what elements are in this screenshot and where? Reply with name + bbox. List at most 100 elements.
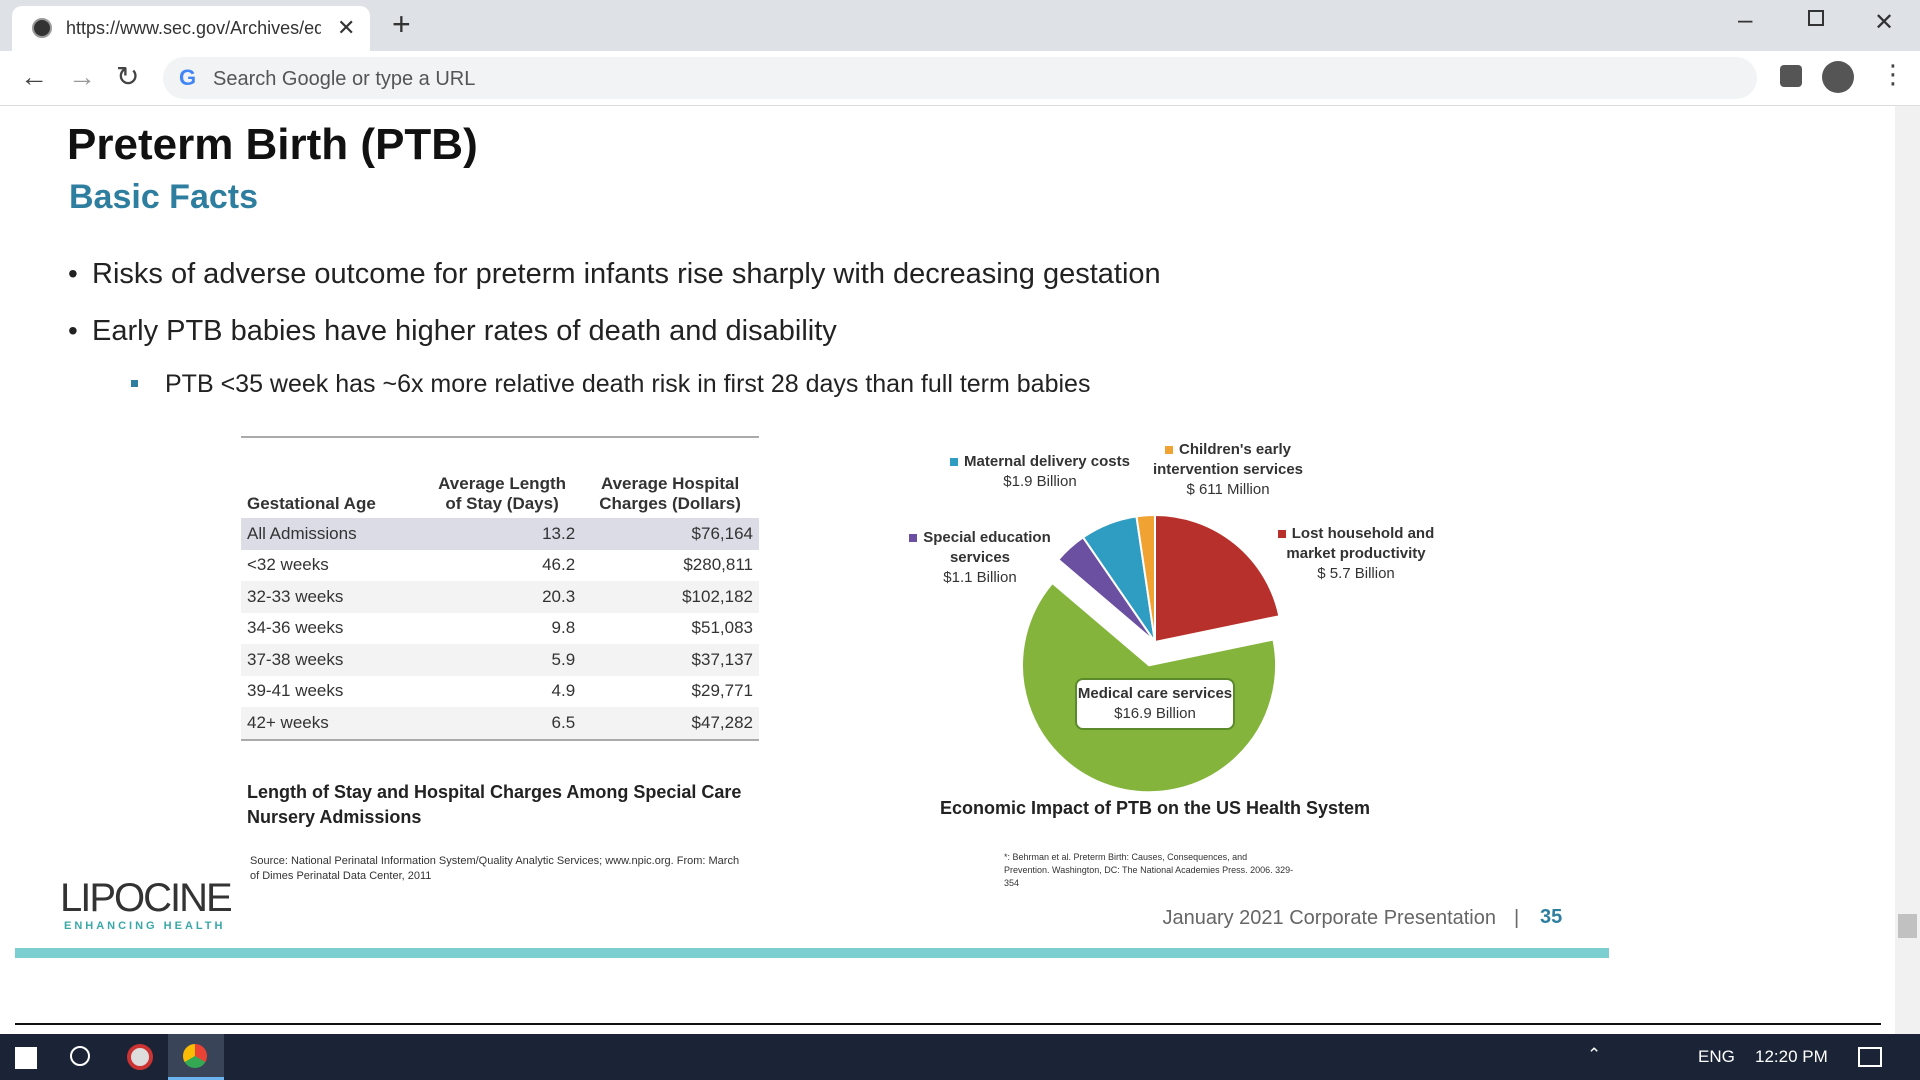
pie-slice — [1081, 515, 1156, 643]
address-bar[interactable]: G Search Google or type a URL — [163, 57, 1757, 99]
sub-bullet: PTB <35 week has ~6x more relative death… — [165, 370, 1091, 398]
forward-button[interactable]: → — [68, 61, 96, 92]
sub-bullet-marker — [131, 380, 138, 387]
clock[interactable]: 12:20 PM — [1755, 1047, 1828, 1066]
table-cell: 9.8 — [551, 618, 576, 638]
favicon — [32, 18, 52, 38]
page-bottom-line — [15, 1023, 1881, 1025]
table-row: 32-33 weeks 20.3 $102,182 — [241, 581, 759, 613]
pie-category: Lost household and market productivity — [1286, 525, 1435, 562]
pie-category: Special education services — [923, 529, 1051, 566]
search-button[interactable] — [70, 1046, 90, 1066]
page-number: 35 — [1540, 906, 1563, 928]
table-row: All Admissions 13.2 $76,164 — [241, 518, 759, 550]
footer-text: January 2021 Corporate Presentation — [1162, 907, 1496, 929]
extensions-button[interactable] — [1780, 65, 1802, 87]
table-cell: 6.5 — [551, 712, 576, 732]
table-source: Source: National Perinatal Information S… — [250, 855, 740, 882]
tab-close[interactable]: ✕ — [337, 15, 356, 40]
menu-button[interactable]: ⋮ — [1880, 59, 1906, 89]
table-cell: $102,182 — [682, 586, 753, 606]
notifications-button[interactable] — [1858, 1047, 1882, 1067]
pie-category: Maternal delivery costs — [964, 453, 1130, 470]
scrollbar[interactable] — [1895, 106, 1920, 1034]
app-icon[interactable] — [127, 1044, 153, 1070]
table-row: 39-41 weeks 4.9 $29,771 — [241, 675, 759, 707]
address-placeholder: Search Google or type a URL — [213, 68, 476, 90]
pie-category: Children's early intervention services — [1152, 441, 1304, 478]
chrome-icon — [183, 1044, 207, 1068]
pie-label: Medical care services $16.9 Billion — [1075, 678, 1235, 730]
table-cell: 13.2 — [542, 523, 576, 543]
logo: LIPOCINE — [60, 876, 233, 920]
pie-value-label: $1.1 Billion — [943, 569, 1017, 586]
toolbar: ← → ↻ G Search Google or type a URL ⋮ — [0, 51, 1920, 106]
pie-title: Economic Impact of PTB on the US Health … — [939, 798, 1371, 818]
pie-value-label: $ 611 Million — [1186, 481, 1270, 498]
table-cell: 37-38 weeks — [247, 649, 344, 669]
table-header: Average Hospital Charges (Dollars) — [599, 474, 741, 513]
pie-slice — [1135, 513, 1156, 643]
table-cell: 5.9 — [551, 649, 576, 669]
slide-title: Preterm Birth (PTB) — [67, 120, 478, 169]
table-header: Average Length of Stay (Days) — [438, 474, 566, 513]
pie-slice — [1056, 535, 1156, 643]
legend-swatch — [950, 458, 959, 466]
chrome-app-active[interactable] — [168, 1034, 224, 1080]
new-tab-button[interactable]: + — [392, 6, 411, 42]
footer-bar — [15, 948, 1609, 958]
bullet: Risks of adverse outcome for preterm inf… — [92, 258, 1161, 290]
table-cell: $47,282 — [691, 712, 753, 732]
language[interactable]: ENG — [1698, 1047, 1735, 1066]
table-body: All Admissions 13.2 $76,164 <32 weeks 46.2 $2… — [241, 518, 759, 739]
pie-label: Lost household and market productivity $ … — [1266, 524, 1446, 584]
table-header: Gestational Age — [247, 494, 376, 513]
table-header-row: Gestational Age Average Length of Stay (D… — [241, 438, 759, 518]
google-icon: G — [179, 65, 197, 90]
bullet: Early PTB babies have higher rates of de… — [92, 315, 837, 347]
table-cell: $29,771 — [691, 681, 753, 701]
table-cell: 4.9 — [551, 681, 576, 701]
table-cell: 39-41 weeks — [247, 681, 344, 701]
taskbar: ⌃ ENG 12:20 PM — [0, 1034, 1920, 1080]
table-cell: $37,137 — [691, 649, 753, 669]
table-cell: 46.2 — [542, 555, 576, 575]
legend-swatch — [1277, 530, 1286, 538]
pie-label: Maternal delivery costs $1.9 Billion — [950, 452, 1130, 492]
slide-subtitle: Basic Facts — [69, 178, 258, 216]
back-button[interactable]: ← — [20, 61, 48, 92]
tray-icons[interactable]: ⌃ — [1587, 1045, 1602, 1064]
pie-slice — [1154, 513, 1281, 644]
pie-footnote: *: Behrman et al. Preterm Birth: Causes,… — [1004, 852, 1294, 888]
profile-button[interactable] — [1822, 61, 1854, 93]
table-cell: $280,811 — [683, 555, 753, 575]
table-row: 34-36 weeks 9.8 $51,083 — [241, 612, 759, 644]
tab-title: https://www.sec.gov/Archives/ed — [66, 18, 321, 38]
start-button[interactable] — [15, 1047, 37, 1069]
bullet-marker: • — [68, 258, 78, 289]
reload-button[interactable]: ↻ — [116, 61, 140, 92]
pie-category: Medical care services — [1077, 685, 1233, 702]
browser-tab[interactable]: https://www.sec.gov/Archives/ed ✕ — [12, 6, 370, 51]
pie-label: Special education services $1.1 Billion — [890, 528, 1070, 588]
data-table: Gestational Age Average Length of Stay (D… — [241, 438, 759, 739]
table-row: <32 weeks 46.2 $280,811 — [241, 549, 759, 581]
table-cell: $51,083 — [691, 618, 753, 638]
table-row: 42+ weeks 6.5 $47,282 — [241, 707, 759, 739]
restore-button[interactable] — [1808, 10, 1824, 26]
table-cell: All Admissions — [247, 523, 357, 543]
pie-value-label: $16.9 Billion — [1114, 705, 1196, 722]
scroll-thumb[interactable] — [1898, 914, 1917, 938]
table-caption: Length of Stay and Hospital Charges Amon… — [247, 782, 742, 827]
table-cell: <32 weeks — [247, 555, 329, 575]
table-cell: 42+ weeks — [247, 712, 329, 732]
tab-bar: https://www.sec.gov/Archives/ed ✕ + – ✕ — [0, 0, 1920, 51]
close-button[interactable]: ✕ — [1874, 9, 1895, 36]
bullet-marker: • — [68, 315, 78, 346]
pie-label: Children's early intervention services $ … — [1138, 440, 1318, 500]
table-row: 37-38 weeks 5.9 $37,137 — [241, 644, 759, 676]
pie-value-label: $1.9 Billion — [1003, 473, 1077, 490]
minimize-button[interactable]: – — [1738, 4, 1753, 34]
data-table-wrap: Gestational Age Average Length of Stay (D… — [241, 436, 759, 741]
